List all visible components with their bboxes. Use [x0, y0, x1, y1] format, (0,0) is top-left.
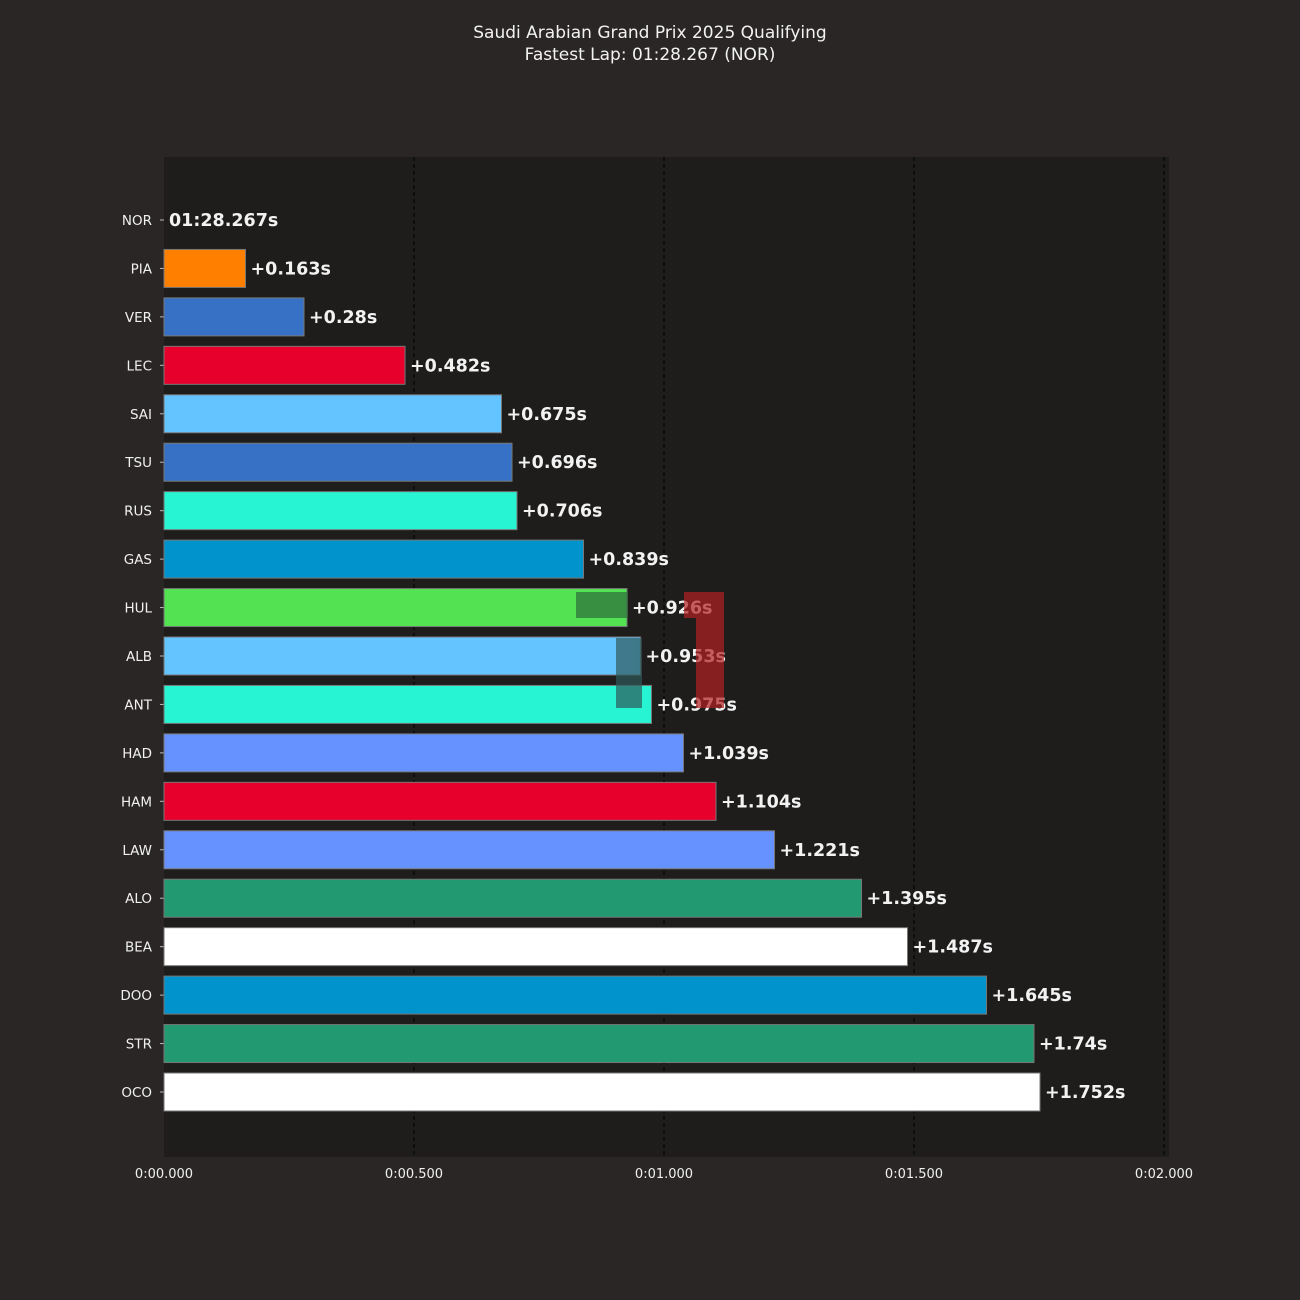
bar [163, 539, 584, 579]
y-tick-label: GAS [124, 552, 152, 568]
y-tick-label: NOR [122, 213, 152, 229]
data-label: +0.675s [507, 405, 587, 425]
y-tick-label: ALB [126, 649, 152, 665]
data-label: +1.039s [689, 744, 769, 764]
bar [163, 394, 502, 434]
bar [163, 878, 862, 918]
data-label: +1.752s [1045, 1083, 1125, 1103]
data-label: +0.706s [522, 502, 602, 522]
bar [163, 1072, 1041, 1112]
data-label: +1.395s [867, 889, 947, 909]
data-label: +1.74s [1039, 1035, 1107, 1055]
y-tick-label: ALO [125, 891, 152, 907]
x-tick-label: 0:01.500 [885, 1167, 943, 1182]
x-tick-label: 0:01.000 [635, 1167, 693, 1182]
bar [163, 733, 684, 773]
y-tick-label: LEC [127, 358, 152, 374]
bar [163, 927, 908, 967]
y-tick-label: HAD [122, 746, 152, 762]
y-tick-label: RUS [124, 504, 152, 520]
y-tick-label: LAW [122, 843, 152, 859]
data-label: +0.696s [517, 453, 597, 473]
bar [163, 442, 513, 482]
y-tick-label: TSU [124, 455, 152, 471]
f1-logo-watermark [576, 592, 724, 708]
y-tick-label: HAM [121, 794, 152, 810]
data-label: 01:28.267s [169, 211, 278, 231]
bar [163, 297, 305, 337]
bar [163, 684, 652, 724]
bar [163, 975, 987, 1015]
y-tick-label: BEA [125, 940, 153, 956]
y-tick-label: STR [126, 1037, 152, 1053]
x-tick-label: 0:00.000 [135, 1167, 193, 1182]
bar [163, 588, 628, 628]
watermark-block [616, 638, 642, 708]
data-label: +0.839s [589, 550, 669, 570]
data-label: +1.487s [913, 938, 993, 958]
y-tick-label: SAI [130, 407, 152, 423]
chart-title-block: Saudi Arabian Grand Prix 2025 Qualifying… [0, 22, 1300, 66]
bar [163, 345, 406, 385]
y-tick-label: PIA [131, 261, 153, 277]
watermark-block [576, 592, 628, 618]
y-tick-label: ANT [124, 697, 152, 713]
chart-title: Saudi Arabian Grand Prix 2025 Qualifying [473, 23, 827, 43]
bar [163, 1024, 1035, 1064]
y-tick-label: VER [125, 310, 152, 326]
x-tick-label: 0:02.000 [1135, 1167, 1193, 1182]
bar [163, 248, 246, 288]
watermark-block [696, 592, 724, 708]
data-label: +0.482s [410, 356, 490, 376]
y-tick-label: OCO [121, 1085, 152, 1101]
bar [163, 636, 641, 676]
y-tick-label: DOO [120, 988, 152, 1004]
y-tick-label: HUL [124, 601, 152, 617]
bar [163, 830, 775, 870]
data-label: +1.645s [992, 986, 1072, 1006]
chart-subtitle: Fastest Lap: 01:28.267 (NOR) [524, 45, 776, 65]
bar [163, 781, 717, 821]
data-label: +1.104s [721, 792, 801, 812]
data-label: +0.28s [309, 308, 377, 328]
x-tick-label: 0:00.500 [385, 1167, 443, 1182]
data-label: +0.163s [251, 259, 331, 279]
data-label: +1.221s [780, 841, 860, 861]
bar [163, 491, 518, 531]
